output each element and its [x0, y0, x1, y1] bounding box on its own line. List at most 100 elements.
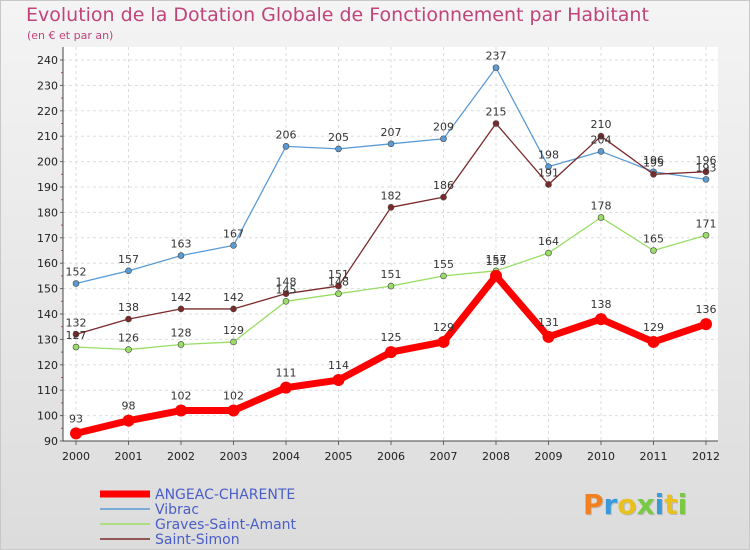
- data-point-graves-saint-amant: [597, 214, 605, 221]
- data-point-saint-simon: [387, 204, 395, 211]
- data-point-graves-saint-amant: [702, 231, 710, 239]
- y-tick-label: 220: [37, 105, 58, 118]
- legend-label-saint-simon: Saint-Simon: [155, 532, 240, 548]
- data-label-saint-simon: 191: [538, 166, 559, 179]
- data-label-angeac-charente: 125: [381, 331, 402, 344]
- data-point-saint-simon: [597, 132, 605, 140]
- x-tick-label: 2002: [167, 450, 195, 463]
- x-tick-label: 2000: [62, 450, 90, 463]
- data-point-graves-saint-amant: [72, 343, 80, 351]
- logo-letter: i: [654, 488, 665, 521]
- data-point-vibrac: [440, 135, 447, 143]
- data-label-angeac-charente: 155: [486, 255, 507, 268]
- data-point-vibrac: [230, 242, 237, 249]
- data-label-graves-saint-amant: 129: [223, 324, 244, 337]
- data-label-vibrac: 209: [433, 121, 454, 134]
- x-tick-label: 2006: [377, 450, 405, 463]
- y-tick-label: 160: [37, 257, 58, 270]
- data-point-saint-simon: [230, 305, 237, 313]
- data-label-angeac-charente: 129: [643, 321, 664, 334]
- legend-label-graves-saint-amant: Graves-Saint-Amant: [155, 517, 297, 533]
- x-tick-label: 2005: [325, 450, 353, 463]
- data-label-saint-simon: 148: [276, 276, 297, 289]
- chart-title: Evolution de la Dotation Globale de Fonc…: [26, 4, 649, 26]
- y-tick-label: 240: [37, 54, 58, 67]
- data-label-vibrac: 206: [276, 128, 297, 141]
- data-label-angeac-charente: 102: [171, 390, 192, 403]
- data-point-vibrac: [387, 140, 395, 148]
- data-label-angeac-charente: 102: [223, 390, 244, 403]
- y-tick-label: 190: [37, 181, 58, 194]
- data-point-graves-saint-amant: [282, 297, 290, 305]
- data-label-saint-simon: 132: [66, 316, 87, 329]
- data-point-saint-simon: [125, 315, 132, 323]
- y-tick-label: 180: [37, 206, 58, 219]
- plot-background: [63, 47, 718, 441]
- data-point-saint-simon: [492, 120, 500, 127]
- data-point-angeac-charente: [332, 374, 345, 387]
- data-label-angeac-charente: 114: [328, 359, 349, 372]
- y-tick-label: 140: [37, 308, 58, 321]
- data-label-angeac-charente: 136: [696, 303, 717, 316]
- data-point-saint-simon: [650, 171, 657, 178]
- data-point-vibrac: [125, 267, 132, 275]
- data-point-angeac-charente: [122, 414, 135, 427]
- data-point-vibrac: [492, 64, 500, 71]
- data-label-vibrac: 198: [538, 149, 559, 162]
- data-label-saint-simon: 182: [381, 189, 402, 202]
- data-point-vibrac: [545, 163, 552, 170]
- data-point-graves-saint-amant: [387, 282, 395, 290]
- data-point-angeac-charente: [542, 330, 555, 343]
- chart-subtitle: (en € et par an): [27, 29, 114, 42]
- data-point-saint-simon: [702, 168, 710, 176]
- axes: 9010011012013014015016017018019020021022…: [37, 47, 720, 463]
- data-point-saint-simon: [177, 305, 185, 313]
- y-tick-label: 210: [37, 130, 58, 143]
- data-point-saint-simon: [72, 331, 80, 338]
- data-point-angeac-charente: [385, 346, 397, 359]
- y-tick-label: 100: [37, 410, 58, 423]
- x-tick-label: 2008: [482, 450, 510, 463]
- x-tick-label: 2012: [692, 450, 720, 463]
- logo-letter: t: [664, 488, 678, 521]
- data-point-saint-simon: [282, 290, 290, 297]
- data-label-graves-saint-amant: 148: [328, 276, 349, 289]
- data-point-graves-saint-amant: [177, 341, 185, 348]
- y-tick-label: 200: [37, 156, 58, 169]
- proxiti-logo: Proxiti: [583, 488, 687, 521]
- logo-letter: o: [617, 488, 637, 521]
- data-point-angeac-charente: [175, 404, 187, 417]
- data-label-vibrac: 157: [118, 253, 139, 266]
- data-point-graves-saint-amant: [125, 346, 132, 353]
- data-label-vibrac: 167: [223, 227, 244, 240]
- data-point-vibrac: [177, 252, 185, 259]
- data-label-angeac-charente: 111: [276, 367, 297, 380]
- data-label-vibrac: 237: [486, 50, 507, 63]
- data-label-graves-saint-amant: 151: [381, 268, 402, 281]
- logo-letter: x: [636, 488, 655, 521]
- data-label-vibrac: 152: [66, 266, 87, 279]
- data-point-angeac-charente: [700, 318, 712, 331]
- logo-letter: r: [603, 488, 618, 521]
- y-tick-label: 230: [37, 79, 58, 92]
- x-tick-label: 2004: [272, 450, 300, 463]
- data-label-graves-saint-amant: 127: [66, 329, 87, 342]
- x-tick-label: 2003: [220, 450, 248, 463]
- legend-label-vibrac: Vibrac: [155, 502, 199, 518]
- data-label-saint-simon: 151: [328, 268, 349, 281]
- data-point-saint-simon: [545, 181, 552, 188]
- x-tick-label: 2010: [587, 450, 615, 463]
- data-label-graves-saint-amant: 145: [276, 283, 297, 296]
- data-label-saint-simon: 196: [696, 154, 717, 167]
- data-label-graves-saint-amant: 178: [591, 199, 612, 212]
- data-label-graves-saint-amant: 155: [433, 258, 454, 271]
- data-point-vibrac: [702, 176, 710, 183]
- data-label-vibrac: 204: [591, 133, 612, 146]
- data-label-vibrac: 193: [696, 161, 717, 174]
- logo-letter: i: [677, 488, 688, 521]
- data-point-angeac-charente: [280, 381, 292, 394]
- data-label-saint-simon: 142: [223, 291, 244, 304]
- data-point-angeac-charente: [490, 269, 502, 282]
- data-label-angeac-charente: 98: [122, 400, 136, 413]
